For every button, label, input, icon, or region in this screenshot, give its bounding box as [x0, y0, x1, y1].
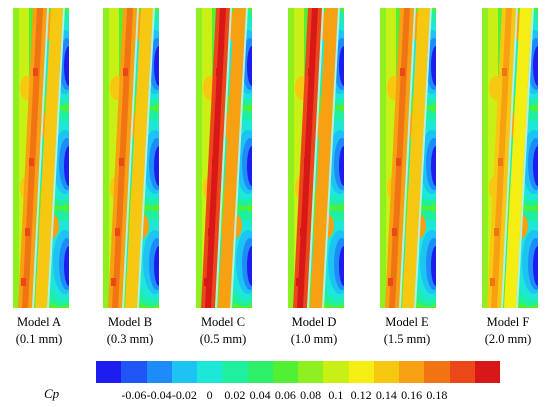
contour-plot [13, 8, 69, 308]
colorbar-tick-label: -0.02 [171, 388, 197, 402]
model-spacing: (0.3 mm) [106, 332, 154, 346]
contour-plot [196, 8, 252, 308]
contour-panel [13, 8, 69, 308]
model-name: Model C [200, 315, 246, 329]
model-spacing: (1.0 mm) [290, 332, 338, 346]
colorbar-tick-label: 0.1 [328, 388, 344, 402]
colorbar-tick-label: 0.08 [300, 388, 322, 402]
colorbar-swatch [348, 361, 374, 383]
colorbar-swatch [96, 361, 122, 383]
model-name: Model F [486, 315, 530, 329]
colorbar-ticks: -0.06 -0.04 -0.02 0 0.02 0.04 0.06 0.08 0.1 0.12 0… [96, 388, 500, 404]
model-name: Model B [107, 315, 153, 329]
model-name: Model D [291, 315, 337, 329]
contour-plot [380, 8, 436, 308]
contour-panel [288, 8, 344, 308]
colorbar-swatch [399, 361, 425, 383]
colorbar-tick-label: -0.06 [121, 388, 147, 402]
colorbar-tick-label: 0.06 [274, 388, 296, 402]
model-caption: Model A (0.1 mm) [0, 314, 79, 348]
colorbar-swatch [146, 361, 172, 383]
contour-panel [196, 8, 252, 308]
model-spacing: (2.0 mm) [484, 332, 532, 346]
colorbar-tick-label: 0.04 [249, 388, 271, 402]
colorbar-swatch [197, 361, 223, 383]
colorbar-swatch [247, 361, 273, 383]
model-spacing: (0.1 mm) [15, 332, 63, 346]
colorbar [96, 361, 500, 383]
colorbar-swatch [272, 361, 298, 383]
colorbar-tick-label: 0.18 [426, 388, 448, 402]
colorbar-swatch [323, 361, 349, 383]
colorbar-tick-label: 0 [206, 388, 213, 402]
colorbar-tick-label: 0.16 [401, 388, 423, 402]
colorbar-tick-label: 0.12 [350, 388, 372, 402]
model-name: Model A [16, 315, 62, 329]
contour-panel [482, 8, 538, 308]
contour-plot [482, 8, 538, 308]
colorbar-tick-label: 0.14 [375, 388, 397, 402]
colorbar-swatch [121, 361, 147, 383]
contour-plot [288, 8, 344, 308]
model-spacing: (0.5 mm) [199, 332, 247, 346]
colorbar-swatch [424, 361, 450, 383]
model-caption: Model B (0.3 mm) [90, 314, 170, 348]
colorbar-swatch [474, 361, 500, 383]
model-spacing: (1.5 mm) [383, 332, 431, 346]
colorbar-swatch [222, 361, 248, 383]
model-name: Model E [385, 315, 429, 329]
colorbar-swatch [373, 361, 399, 383]
model-caption: Model D (1.0 mm) [274, 314, 354, 348]
model-caption: Model E (1.5 mm) [367, 314, 447, 348]
colorbar-swatch [449, 361, 475, 383]
colorbar-tick-label: -0.04 [146, 388, 172, 402]
colorbar-label: Cp [44, 386, 60, 401]
contour-panel [103, 8, 159, 308]
contour-panel [380, 8, 436, 308]
colorbar-swatch [171, 361, 197, 383]
colorbar-swatch [298, 361, 324, 383]
contour-plot [103, 8, 159, 308]
model-caption: Model C (0.5 mm) [183, 314, 263, 348]
model-caption: Model F (2.0 mm) [468, 314, 548, 348]
colorbar-tick-label: 0.02 [224, 388, 246, 402]
